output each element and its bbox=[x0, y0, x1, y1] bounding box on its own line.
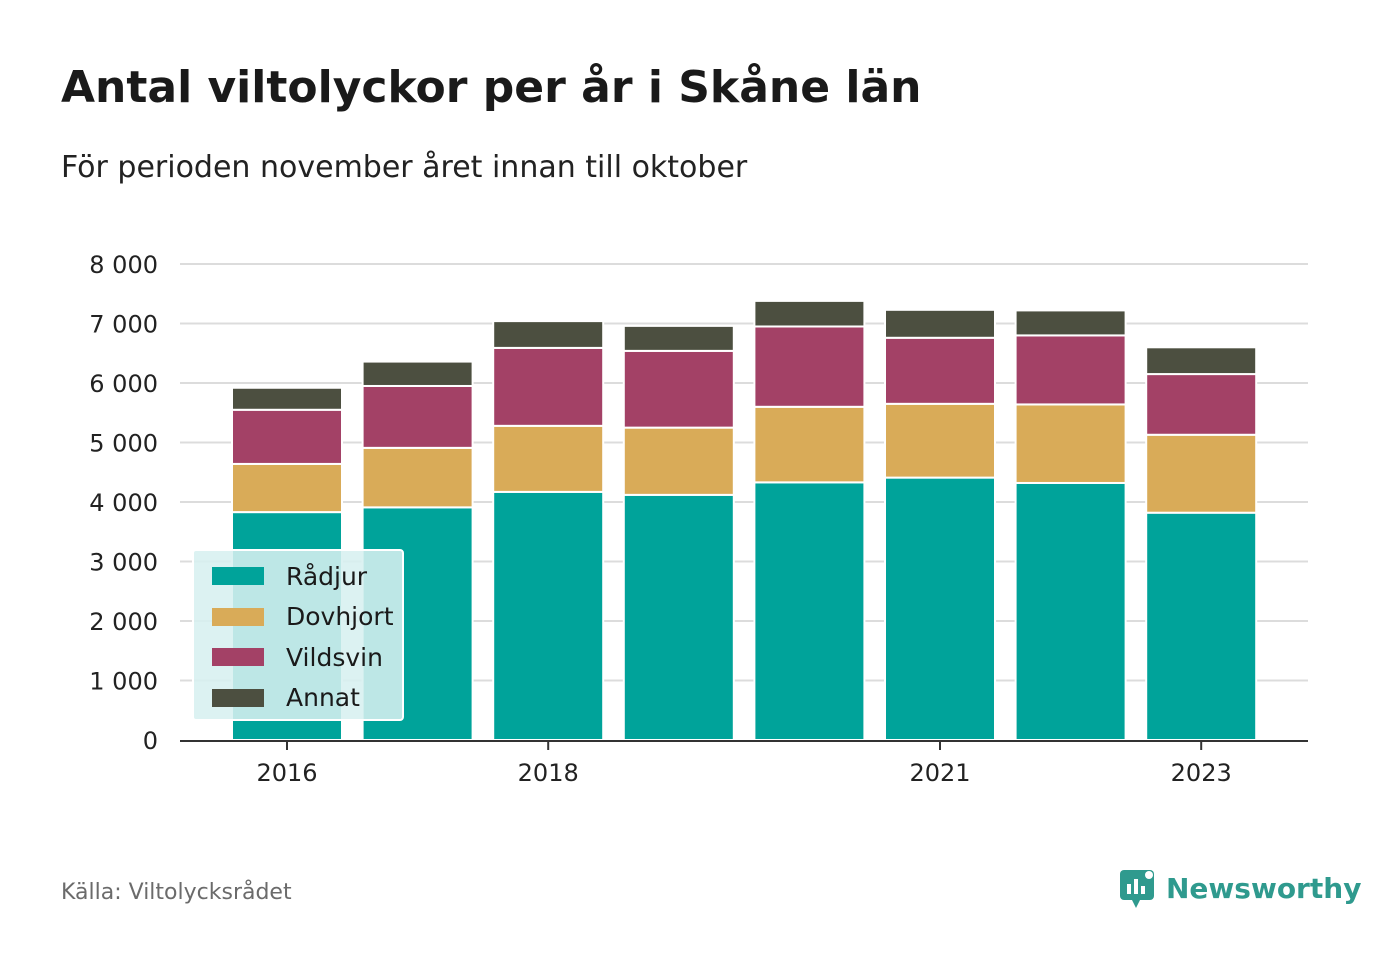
bar-segment bbox=[1145, 433, 1258, 514]
bar-segment bbox=[492, 490, 605, 742]
newsworthy-logo-icon bbox=[1120, 870, 1154, 908]
bar-segment bbox=[753, 481, 866, 741]
y-tick-label: 0 bbox=[143, 727, 158, 755]
legend-item: Rådjur bbox=[212, 559, 367, 593]
bar-segment bbox=[1145, 511, 1258, 742]
bar-segment bbox=[1145, 373, 1258, 436]
bar-segment bbox=[361, 446, 474, 509]
bar-segment bbox=[1014, 334, 1127, 406]
y-tick-label: 1 000 bbox=[89, 668, 158, 696]
x-tick-label: 2016 bbox=[256, 759, 317, 787]
x-tick-label: 2023 bbox=[1171, 759, 1232, 787]
legend-swatch bbox=[212, 648, 264, 666]
bar-segment bbox=[884, 476, 996, 741]
legend-item: Annat bbox=[212, 681, 360, 715]
legend-label: Dovhjort bbox=[286, 602, 394, 631]
legend-label: Annat bbox=[286, 683, 360, 712]
legend-swatch bbox=[212, 567, 264, 585]
y-tick-label: 3 000 bbox=[89, 549, 158, 577]
x-tick-label: 2018 bbox=[518, 759, 579, 787]
y-tick-label: 6 000 bbox=[89, 370, 158, 398]
y-tick-label: 2 000 bbox=[89, 608, 158, 636]
legend-swatch bbox=[212, 607, 264, 626]
y-tick-label: 5 000 bbox=[89, 430, 158, 458]
bar-segment bbox=[884, 336, 996, 405]
bar-segment bbox=[361, 360, 474, 387]
y-axis-tick-labels: 0 1 000 2 000 3 000 4 000 5 000 6 000 7 000 8 00… bbox=[89, 251, 158, 755]
brand: Newsworthy bbox=[1118, 866, 1361, 910]
bar-segment bbox=[622, 426, 735, 496]
bar-segment bbox=[753, 405, 866, 484]
bar-segment bbox=[1014, 481, 1127, 741]
legend-item: Dovhjort bbox=[212, 600, 394, 634]
brand-name: Newsworthy bbox=[1166, 871, 1362, 905]
bar-segment bbox=[884, 402, 996, 479]
bar-segment bbox=[492, 320, 605, 349]
y-tick-label: 4 000 bbox=[89, 489, 158, 517]
bar-segment bbox=[1014, 403, 1127, 484]
bar-segment bbox=[231, 408, 343, 465]
bar-segment bbox=[231, 386, 343, 411]
bar-segment bbox=[622, 493, 735, 741]
bar-segment bbox=[884, 308, 996, 339]
legend-label: Vildsvin bbox=[286, 642, 383, 672]
legend-item: Vildsvin bbox=[212, 640, 383, 674]
y-tick-label: 7 000 bbox=[89, 311, 158, 339]
legend-swatch bbox=[212, 688, 264, 707]
bar-segment bbox=[753, 325, 866, 408]
chart-title: Antal viltolyckor per år i Skåne län bbox=[61, 62, 922, 113]
bars bbox=[231, 299, 1258, 742]
bar-segment bbox=[1145, 346, 1258, 376]
bar-segment bbox=[622, 324, 735, 352]
y-tick-label: 8 000 bbox=[89, 251, 158, 279]
bar-segment bbox=[361, 384, 474, 449]
x-axis: 2016 2018 2021 2023 bbox=[180, 740, 1308, 787]
bar-segment bbox=[492, 346, 605, 427]
bar-segment bbox=[622, 349, 735, 429]
chart-subtitle: För perioden november året innan till ok… bbox=[61, 150, 748, 185]
bar-segment bbox=[753, 299, 866, 328]
legend: Rådjur Dovhjort Vildsvin Annat bbox=[192, 549, 404, 721]
x-tick-label: 2021 bbox=[909, 759, 970, 787]
bar-segment bbox=[231, 462, 343, 514]
legend-label: Rådjur bbox=[286, 561, 368, 591]
bar-segment bbox=[492, 424, 605, 493]
bar-segment bbox=[1014, 309, 1127, 337]
source-note: Källa: Viltolycksrådet bbox=[61, 880, 292, 905]
